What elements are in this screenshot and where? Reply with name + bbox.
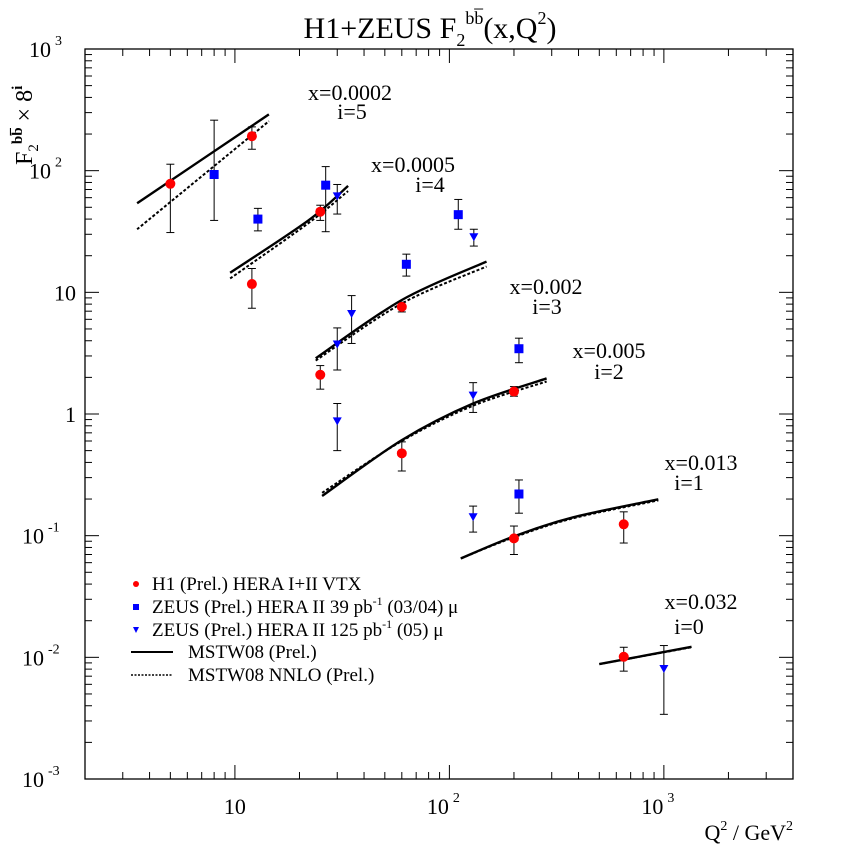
circle-data-point xyxy=(315,206,326,217)
mstw08-nnlo-curve-i5 xyxy=(136,120,270,231)
triangle-data-point xyxy=(469,233,479,242)
y-tick-label: 10 -2 xyxy=(22,642,60,670)
legend-entry: H1 (Prel.) HERA I+II VTX xyxy=(152,574,362,595)
mstw08-nnlo-curve-i3 xyxy=(315,265,487,362)
triangle-data-point xyxy=(468,391,478,400)
y-tick-label: 10 -1 xyxy=(22,521,60,549)
bin-i-label: i=2 xyxy=(594,359,624,384)
mstw08-curve-i3 xyxy=(315,260,488,360)
bin-x-label: x=0.002 xyxy=(510,274,583,299)
legend-square-icon xyxy=(133,604,139,610)
circle-data-point xyxy=(618,519,629,530)
circle-data-point xyxy=(396,448,407,459)
square-data-point xyxy=(321,180,331,190)
legend-entry: MSTW08 (Prel.) xyxy=(188,642,317,663)
mstw08-nnlo-curve-i1 xyxy=(460,499,659,560)
square-data-point xyxy=(453,210,463,220)
circle-data-point xyxy=(396,301,407,312)
square-data-point xyxy=(401,259,411,269)
circle-data-point xyxy=(508,386,519,397)
bin-i-label: i=5 xyxy=(337,99,367,124)
bin-x-label: x=0.0005 xyxy=(371,152,455,177)
circle-data-point xyxy=(246,131,257,142)
legend-triangle-icon xyxy=(133,627,139,633)
mstw08-nnlo-curve-i4 xyxy=(229,190,349,280)
circle-data-point xyxy=(618,651,629,662)
mstw08-nnlo-curve-i0 xyxy=(599,646,692,666)
chart-title: H1+ZEUS F2bb̅(x,Q2) xyxy=(304,8,557,50)
bin-i-label: i=1 xyxy=(674,470,704,495)
bin-x-label: x=0.032 xyxy=(665,589,738,614)
triangle-data-point xyxy=(332,417,342,426)
data-points xyxy=(165,119,669,715)
circle-data-point xyxy=(246,279,257,290)
bin-x-label: x=0.0002 xyxy=(308,80,392,105)
bin-i-label: i=3 xyxy=(532,294,562,319)
y-tick-label: 10 3 xyxy=(29,34,62,62)
circle-data-point xyxy=(508,533,519,544)
legend-circle-icon xyxy=(133,581,139,587)
mstw08-nnlo-curve-i2 xyxy=(321,380,547,494)
circle-data-point xyxy=(315,369,326,380)
y-tick-label: 10 2 xyxy=(29,156,62,184)
bin-i-label: i=0 xyxy=(674,614,704,639)
bin-x-label: x=0.013 xyxy=(665,450,738,475)
triangle-data-point xyxy=(468,513,478,522)
square-data-point xyxy=(209,170,219,180)
y-axis-label: F2bb̅ × 8i xyxy=(9,86,42,165)
square-data-point xyxy=(253,214,263,224)
square-data-point xyxy=(514,344,524,354)
bin-x-label: x=0.005 xyxy=(573,338,646,363)
legend-entry: MSTW08 NNLO (Prel.) xyxy=(188,665,374,686)
triangle-data-point xyxy=(332,192,342,201)
y-tick-label: 10 xyxy=(54,280,76,305)
mstw08-curve-i5 xyxy=(136,113,270,205)
x-axis-label: Q2 / GeV2 xyxy=(704,819,793,845)
x-tick-label: 10 2 xyxy=(427,791,460,819)
mstw08-curve-i4 xyxy=(229,184,349,274)
mstw08-curve-i1 xyxy=(460,498,659,560)
bin-i-label: i=4 xyxy=(415,172,445,197)
square-data-point xyxy=(514,489,524,499)
triangle-data-point xyxy=(659,664,669,673)
legend-entry: ZEUS (Prel.) HERA II 39 pb-1 (03/04) μ xyxy=(152,594,458,618)
circle-data-point xyxy=(165,178,176,189)
legend-entry: ZEUS (Prel.) HERA II 125 pb-1 (05) μ xyxy=(152,617,443,641)
y-tick-label: 10 -3 xyxy=(22,764,60,792)
bin-labels: x=0.0002i=5x=0.0005i=4x=0.002i=3x=0.005i… xyxy=(308,80,737,639)
triangle-data-point xyxy=(332,340,342,349)
x-tick-label: 10 xyxy=(224,794,246,819)
x-tick-label: 10 3 xyxy=(641,791,674,819)
y-tick-label: 1 xyxy=(65,402,76,427)
triangle-data-point xyxy=(347,309,357,318)
